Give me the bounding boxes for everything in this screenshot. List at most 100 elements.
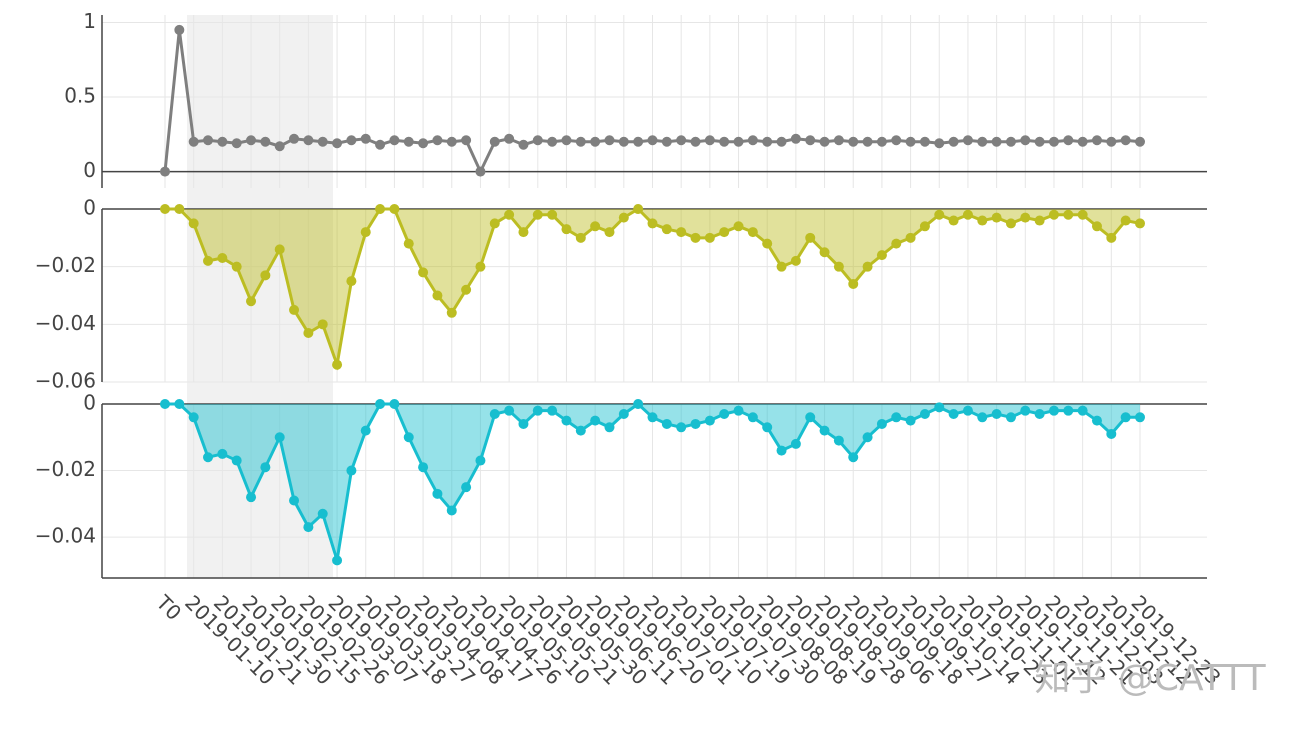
point bbox=[676, 422, 687, 433]
point bbox=[274, 244, 285, 255]
point bbox=[475, 166, 486, 177]
point bbox=[274, 141, 285, 152]
point bbox=[733, 221, 744, 232]
point bbox=[446, 505, 457, 516]
point bbox=[303, 135, 314, 146]
point bbox=[375, 139, 386, 150]
point bbox=[833, 135, 844, 146]
point bbox=[1063, 135, 1074, 146]
point bbox=[704, 135, 715, 146]
point bbox=[489, 218, 500, 229]
point bbox=[719, 227, 730, 238]
point bbox=[876, 136, 887, 147]
point bbox=[403, 136, 414, 147]
point bbox=[1077, 405, 1088, 416]
point bbox=[461, 135, 472, 146]
point bbox=[289, 304, 300, 315]
point bbox=[776, 445, 787, 456]
point bbox=[805, 232, 816, 243]
point bbox=[647, 218, 658, 229]
area bbox=[165, 404, 1140, 561]
point bbox=[547, 405, 558, 416]
point bbox=[289, 495, 300, 506]
point bbox=[991, 136, 1002, 147]
point bbox=[231, 455, 242, 466]
point bbox=[217, 253, 228, 264]
point bbox=[977, 136, 988, 147]
point bbox=[418, 462, 429, 473]
point bbox=[1063, 405, 1074, 416]
point bbox=[389, 399, 400, 409]
point bbox=[1048, 209, 1059, 220]
point bbox=[690, 418, 701, 429]
point bbox=[1135, 218, 1145, 229]
point bbox=[733, 136, 744, 147]
point bbox=[274, 432, 285, 443]
y-tick-label: 0.5 bbox=[64, 84, 96, 108]
point bbox=[590, 136, 601, 147]
point bbox=[260, 462, 271, 473]
point bbox=[776, 261, 787, 272]
point bbox=[919, 221, 930, 232]
point bbox=[618, 136, 629, 147]
point bbox=[518, 418, 529, 429]
point bbox=[934, 138, 945, 149]
point bbox=[518, 227, 529, 238]
point bbox=[747, 227, 758, 238]
point bbox=[590, 221, 601, 232]
point bbox=[633, 204, 644, 214]
point bbox=[776, 136, 787, 147]
point bbox=[1077, 136, 1088, 147]
point bbox=[1106, 232, 1117, 243]
point bbox=[704, 415, 715, 426]
point bbox=[862, 136, 873, 147]
point bbox=[1048, 405, 1059, 416]
point bbox=[360, 227, 371, 238]
point bbox=[1091, 221, 1102, 232]
point bbox=[962, 209, 973, 220]
point bbox=[1091, 135, 1102, 146]
point bbox=[690, 136, 701, 147]
y-tick-label: 0 bbox=[83, 158, 96, 182]
point bbox=[1020, 405, 1031, 416]
point bbox=[375, 204, 386, 214]
point bbox=[618, 212, 629, 223]
point bbox=[289, 133, 300, 144]
point bbox=[203, 452, 214, 463]
point bbox=[360, 425, 371, 436]
point bbox=[676, 135, 687, 146]
point bbox=[790, 133, 801, 144]
point bbox=[805, 135, 816, 146]
point bbox=[418, 138, 429, 149]
point bbox=[1120, 135, 1131, 146]
point bbox=[1005, 136, 1016, 147]
point bbox=[647, 135, 658, 146]
point bbox=[1005, 218, 1016, 229]
point bbox=[790, 438, 801, 449]
point bbox=[876, 250, 887, 261]
point bbox=[346, 465, 357, 476]
point bbox=[547, 209, 558, 220]
point bbox=[790, 255, 801, 266]
point bbox=[575, 232, 586, 243]
point bbox=[303, 327, 314, 338]
point bbox=[188, 218, 199, 229]
point bbox=[446, 136, 457, 147]
point bbox=[1048, 136, 1059, 147]
point bbox=[317, 136, 328, 147]
point bbox=[905, 136, 916, 147]
point bbox=[1120, 412, 1131, 423]
point bbox=[547, 136, 558, 147]
point bbox=[332, 359, 343, 370]
y-tick-label: 1 bbox=[83, 9, 96, 33]
y-tick-label: −0.04 bbox=[35, 524, 96, 548]
point bbox=[633, 399, 644, 409]
point bbox=[317, 319, 328, 330]
point bbox=[905, 415, 916, 426]
point bbox=[174, 24, 185, 35]
point bbox=[1063, 209, 1074, 220]
point bbox=[360, 133, 371, 144]
watermark: 知乎 @CATTT bbox=[1034, 658, 1266, 699]
point bbox=[375, 399, 386, 409]
